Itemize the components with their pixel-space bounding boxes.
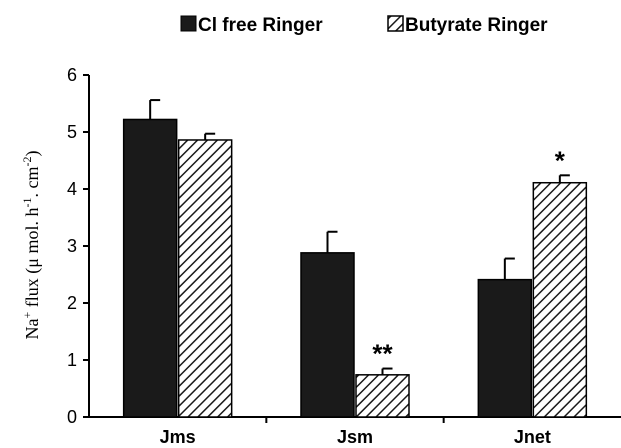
bar-jms-cl-free — [122, 118, 178, 418]
significance-marker: * — [555, 145, 566, 175]
y-tick-label: 3 — [67, 236, 77, 256]
bar-jsm-butyrate — [355, 374, 410, 418]
bar-jms-butyrate — [177, 139, 233, 418]
y-tick-label: 2 — [67, 293, 77, 313]
legend-label-butyrate: Butyrate Ringer — [405, 15, 548, 36]
bar-jsm-cl-free — [300, 252, 355, 418]
significance-marker: ** — [372, 339, 393, 369]
y-axis-title: Na+ flux (μ mol. h-1. cm-2) — [20, 151, 43, 340]
category-label-jnet: Jnet — [514, 427, 551, 447]
y-tick-label: 1 — [67, 350, 77, 370]
y-tick-label: 0 — [67, 407, 77, 427]
category-label-jsm: Jsm — [337, 427, 373, 447]
legend-swatch-butyrate — [387, 15, 404, 32]
category-label-jms: Jms — [160, 427, 196, 447]
legend: Cl free Ringer Butyrate Ringer — [180, 15, 548, 36]
y-tick-label: 4 — [67, 179, 77, 199]
legend-swatch-cl-free — [180, 15, 197, 32]
bar-jnet-cl-free — [477, 278, 533, 418]
bar-jnet-butyrate — [532, 181, 588, 418]
y-tick-label: 6 — [67, 65, 77, 85]
y-tick-label: 5 — [67, 122, 77, 142]
legend-label-cl-free: Cl free Ringer — [198, 15, 323, 36]
